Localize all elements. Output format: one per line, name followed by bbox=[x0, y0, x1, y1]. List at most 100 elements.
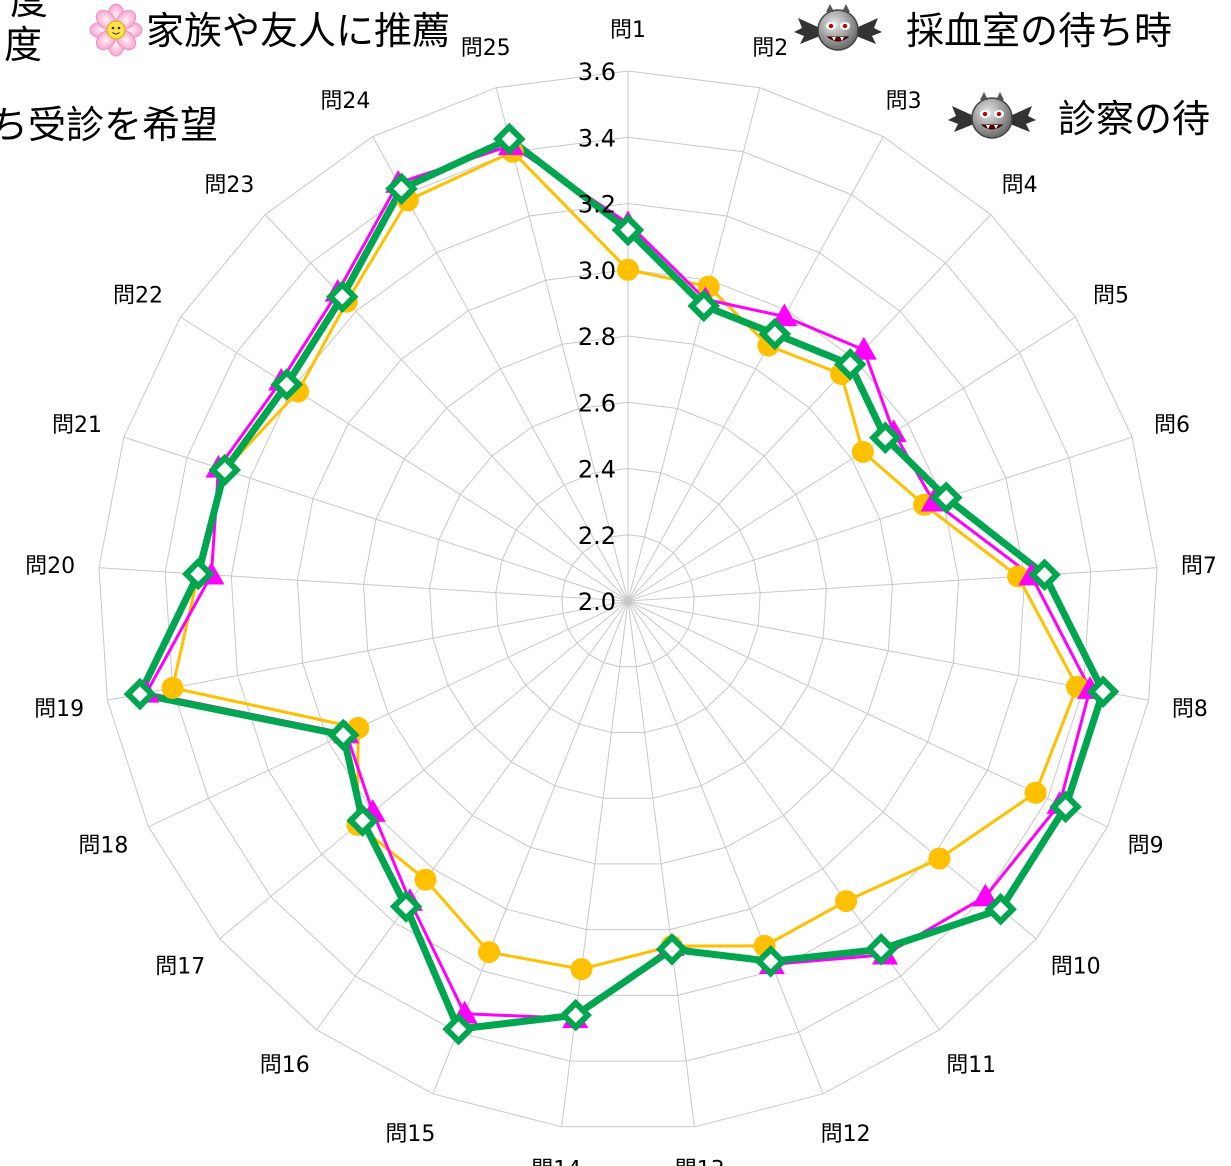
axis-labels: 問1 問2 問3 問4 問5 問6 問7 問8 問9 問10 問11 問12 問13 問14 問15 問16 問… bbox=[25, 18, 1217, 1166]
grid-spoke bbox=[627, 600, 1149, 701]
tick-label: 3.6 bbox=[578, 58, 616, 86]
annotation-left-2: 度 bbox=[4, 23, 42, 67]
grid-spoke bbox=[107, 600, 629, 701]
axis-label: 問7 bbox=[1181, 554, 1217, 579]
grid-ring bbox=[429, 401, 827, 799]
series-3-point-8 bbox=[1086, 675, 1120, 708]
grid-spoke bbox=[123, 436, 629, 602]
tick-label: 2.8 bbox=[578, 323, 616, 351]
series-1-point-14 bbox=[570, 958, 593, 981]
series-line-3 bbox=[136, 135, 1107, 1033]
radar-grid bbox=[98, 70, 1158, 1128]
axis-label: 問22 bbox=[113, 284, 163, 309]
tick-label: 3.4 bbox=[578, 124, 616, 152]
grid-spoke bbox=[627, 600, 1037, 940]
series-3-point-25 bbox=[493, 122, 526, 156]
annotation-recommend: 家族や友人に推薦 bbox=[146, 9, 450, 53]
grid-spoke bbox=[148, 600, 629, 828]
axis-label: 問18 bbox=[78, 834, 128, 859]
series-3-point-21 bbox=[208, 453, 241, 487]
grid-spoke bbox=[627, 87, 761, 602]
series-3-point-2 bbox=[687, 289, 721, 323]
series-3-point-20 bbox=[181, 557, 215, 591]
grid-spoke bbox=[627, 136, 884, 602]
series-3-point-3 bbox=[758, 317, 792, 351]
series-line-1 bbox=[171, 150, 1079, 971]
series-3-point-14 bbox=[559, 998, 592, 1032]
axis-label: 問14 bbox=[531, 1158, 581, 1166]
axis-label: 問24 bbox=[320, 89, 370, 114]
series-1-point-19 bbox=[161, 676, 184, 699]
axis-label: 問10 bbox=[1051, 955, 1101, 980]
tick-label: 2.0 bbox=[578, 588, 616, 616]
axis-label: 問9 bbox=[1128, 834, 1164, 859]
annotation-left-3: ち受診を希望 bbox=[0, 103, 218, 147]
series-1-point-11 bbox=[835, 890, 858, 913]
series-3-point-12 bbox=[754, 945, 787, 978]
axis-label: 問6 bbox=[1154, 413, 1190, 438]
axis-label: 問21 bbox=[52, 413, 102, 438]
grid-spoke bbox=[98, 567, 629, 602]
axis-label: 問8 bbox=[1172, 697, 1208, 722]
series-3-point-7 bbox=[1028, 558, 1061, 592]
tick-label: 2.2 bbox=[578, 522, 616, 550]
axis-label: 問3 bbox=[886, 89, 922, 114]
grid-spoke bbox=[627, 214, 992, 602]
grid-spoke bbox=[372, 136, 629, 602]
grid-spoke bbox=[264, 214, 629, 602]
series-3-point-9 bbox=[1049, 790, 1082, 824]
series-2-point-10 bbox=[972, 883, 999, 907]
grid-ring bbox=[495, 467, 761, 733]
grid-spoke bbox=[627, 436, 1133, 602]
annotation-left-1: 度 bbox=[10, 0, 48, 23]
axis-label: 問11 bbox=[946, 1053, 996, 1078]
series-3-point-22 bbox=[270, 368, 304, 401]
axis-label: 問1 bbox=[610, 18, 646, 43]
series-3-point-16 bbox=[389, 890, 423, 923]
series-3-point-19 bbox=[123, 677, 157, 711]
tick-label: 2.6 bbox=[578, 389, 616, 417]
series-3-point-11 bbox=[864, 933, 898, 966]
grid-spoke bbox=[316, 600, 629, 1031]
axis-label: 問12 bbox=[821, 1122, 871, 1147]
grid-spoke bbox=[495, 87, 629, 602]
tick-label: 2.4 bbox=[578, 456, 616, 484]
axis-label: 問20 bbox=[25, 554, 75, 579]
grid-spoke bbox=[627, 316, 1076, 602]
axis-label: 問23 bbox=[204, 173, 254, 198]
series-3-point-18 bbox=[327, 718, 360, 752]
series-1-point-15 bbox=[478, 941, 500, 964]
annotation-blood-wait: 採血室の待ち時 bbox=[906, 9, 1172, 53]
series-3-point-15 bbox=[442, 1012, 475, 1046]
series-1-point-9 bbox=[1024, 781, 1047, 804]
grid-spoke bbox=[627, 567, 1158, 602]
grid-ring bbox=[98, 70, 1158, 1128]
series-3-point-6 bbox=[929, 481, 963, 514]
devil-face-icon bbox=[948, 92, 1036, 139]
grid-spoke bbox=[561, 600, 629, 1127]
tick-label: 3.2 bbox=[578, 191, 616, 219]
series-lines bbox=[136, 135, 1107, 1033]
series-3-point-17 bbox=[346, 804, 379, 837]
annotation-exam-wait: 診察の待 bbox=[1058, 97, 1210, 141]
series-1-point-16 bbox=[414, 868, 437, 891]
axis-label: 問2 bbox=[752, 36, 788, 61]
series-1-point-5 bbox=[851, 440, 874, 463]
grid-spoke bbox=[219, 600, 629, 940]
flower-icon bbox=[89, 3, 143, 57]
series-1-point-10 bbox=[928, 847, 951, 870]
axis-label: 問16 bbox=[260, 1053, 310, 1078]
grid-spoke bbox=[627, 600, 824, 1094]
series-3-point-5 bbox=[869, 421, 902, 454]
axis-label: 問25 bbox=[461, 36, 511, 61]
series-3-point-1 bbox=[611, 213, 645, 247]
series-3-point-13 bbox=[655, 933, 689, 966]
series-line-2 bbox=[144, 143, 1092, 1020]
grid-ring bbox=[362, 335, 894, 865]
series-3-point-10 bbox=[984, 893, 1017, 926]
series-2-point-4 bbox=[850, 336, 877, 360]
axis-label: 問13 bbox=[675, 1158, 725, 1166]
tick-label: 3.0 bbox=[578, 257, 616, 285]
axis-label: 問15 bbox=[385, 1122, 435, 1147]
